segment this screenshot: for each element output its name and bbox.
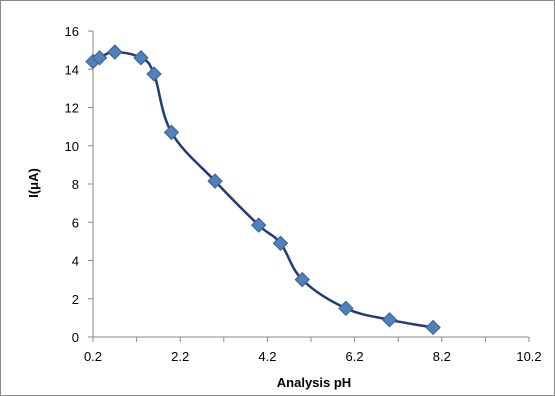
y-axis-tick-labels: 0 2 4 6 8 10 12 14 16 bbox=[65, 24, 79, 345]
y-axis-tick-marks bbox=[88, 30, 93, 338]
x-tick-label: 6.2 bbox=[346, 349, 364, 364]
data-point-marker bbox=[91, 50, 108, 66]
data-point-marker bbox=[294, 271, 310, 288]
series-line bbox=[92, 50, 434, 329]
y-tick-label: 6 bbox=[72, 215, 79, 230]
x-tick-label: 4.2 bbox=[258, 349, 276, 364]
y-tick-label: 0 bbox=[72, 330, 79, 345]
y-axis-title: I(μA) bbox=[26, 168, 41, 198]
data-point-marker bbox=[381, 312, 398, 328]
data-point-marker bbox=[107, 44, 123, 60]
data-point-marker bbox=[146, 66, 162, 82]
y-tick-label: 2 bbox=[72, 292, 79, 307]
data-point-marker bbox=[425, 319, 441, 336]
y-tick-label: 16 bbox=[65, 24, 79, 39]
data-point-marker bbox=[207, 173, 223, 189]
y-tick-label: 12 bbox=[65, 101, 79, 116]
x-axis-tick-labels: 0.2 2.2 4.2 6.2 8.2 10.2 bbox=[84, 349, 542, 364]
data-point-marker bbox=[133, 50, 149, 66]
x-tick-label: 2.2 bbox=[171, 349, 189, 364]
x-tick-label: 0.2 bbox=[84, 349, 102, 364]
data-point-marker bbox=[163, 124, 180, 141]
x-axis-title: Analysis pH bbox=[277, 375, 351, 390]
y-tick-label: 10 bbox=[65, 139, 79, 154]
x-tick-label: 10.2 bbox=[516, 349, 541, 364]
data-point-marker bbox=[250, 217, 267, 233]
data-point-marker bbox=[272, 235, 289, 251]
y-tick-label: 14 bbox=[65, 62, 79, 77]
y-tick-label: 4 bbox=[72, 254, 79, 269]
y-tick-label: 8 bbox=[72, 177, 79, 192]
series-markers bbox=[85, 44, 441, 336]
data-point-marker bbox=[338, 300, 354, 317]
x-tick-label: 8.2 bbox=[433, 349, 451, 364]
x-axis-tick-marks bbox=[92, 337, 530, 342]
